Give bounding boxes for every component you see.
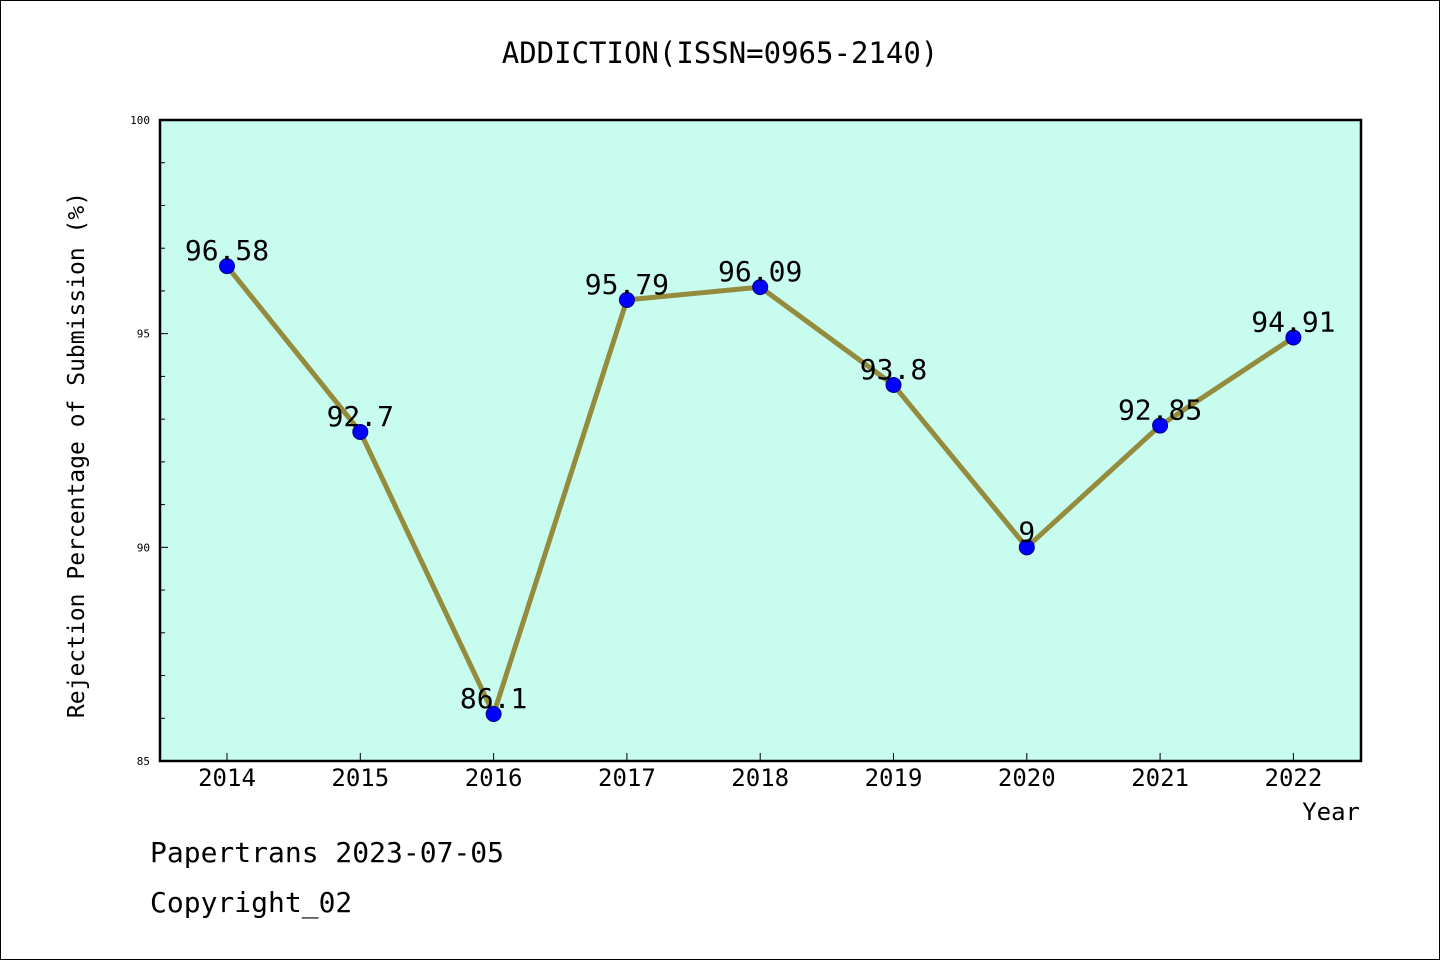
y-axis: 85 90 95 100 (130, 114, 168, 768)
data-label: 86.1 (460, 682, 527, 715)
data-point (219, 258, 235, 275)
x-tick-label: 2017 (598, 764, 656, 792)
data-label: 92.85 (1118, 394, 1202, 427)
data-label: 96.09 (718, 255, 802, 288)
plot-area (158, 118, 1363, 763)
y-tick-label: 90 (137, 541, 150, 554)
x-tick-label: 2014 (198, 764, 256, 792)
data-point (752, 279, 769, 296)
x-tick-label: 2022 (1265, 764, 1323, 792)
y-tick-label: 100 (130, 114, 150, 127)
data-label: 93.8 (860, 353, 927, 386)
data-label: 92.7 (327, 400, 394, 433)
data-point (485, 705, 502, 722)
x-tick-label: 2020 (998, 764, 1056, 792)
x-axis-label: Year (1302, 798, 1360, 826)
y-tick-label: 85 (137, 755, 150, 768)
data-labels: 96.58 92.7 86.1 95.79 96.09 93.8 9 92.85 94.91 (185, 234, 1336, 715)
x-tick-label: 2015 (331, 764, 389, 792)
data-point (352, 423, 369, 440)
x-tick-label: 2018 (731, 764, 789, 792)
data-point (885, 376, 902, 393)
x-axis: 2014 2015 2016 2017 2018 2019 2020 2021 2022 (198, 753, 1322, 792)
data-label: 9 (1018, 515, 1035, 548)
data-point (618, 291, 635, 308)
footer-date: Papertrans 2023-07-05 (150, 836, 505, 869)
x-tick-label: 2019 (865, 764, 923, 792)
data-label: 96.58 (185, 234, 269, 267)
chart-title: ADDICTION(ISSN=0965-2140) (501, 36, 939, 70)
x-tick-label: 2021 (1131, 764, 1189, 792)
footer-copyright: Copyright_02 (150, 886, 353, 919)
data-point (1152, 417, 1169, 434)
data-point (1018, 539, 1035, 556)
x-tick-label: 2016 (465, 764, 523, 792)
data-markers (219, 258, 1302, 722)
y-tick-label: 95 (137, 328, 150, 341)
data-label: 95.79 (585, 268, 669, 301)
data-point (1285, 329, 1302, 346)
data-label: 94.91 (1251, 306, 1335, 339)
y-axis-label: Rejection Percentage of Submission (%) (64, 192, 90, 718)
